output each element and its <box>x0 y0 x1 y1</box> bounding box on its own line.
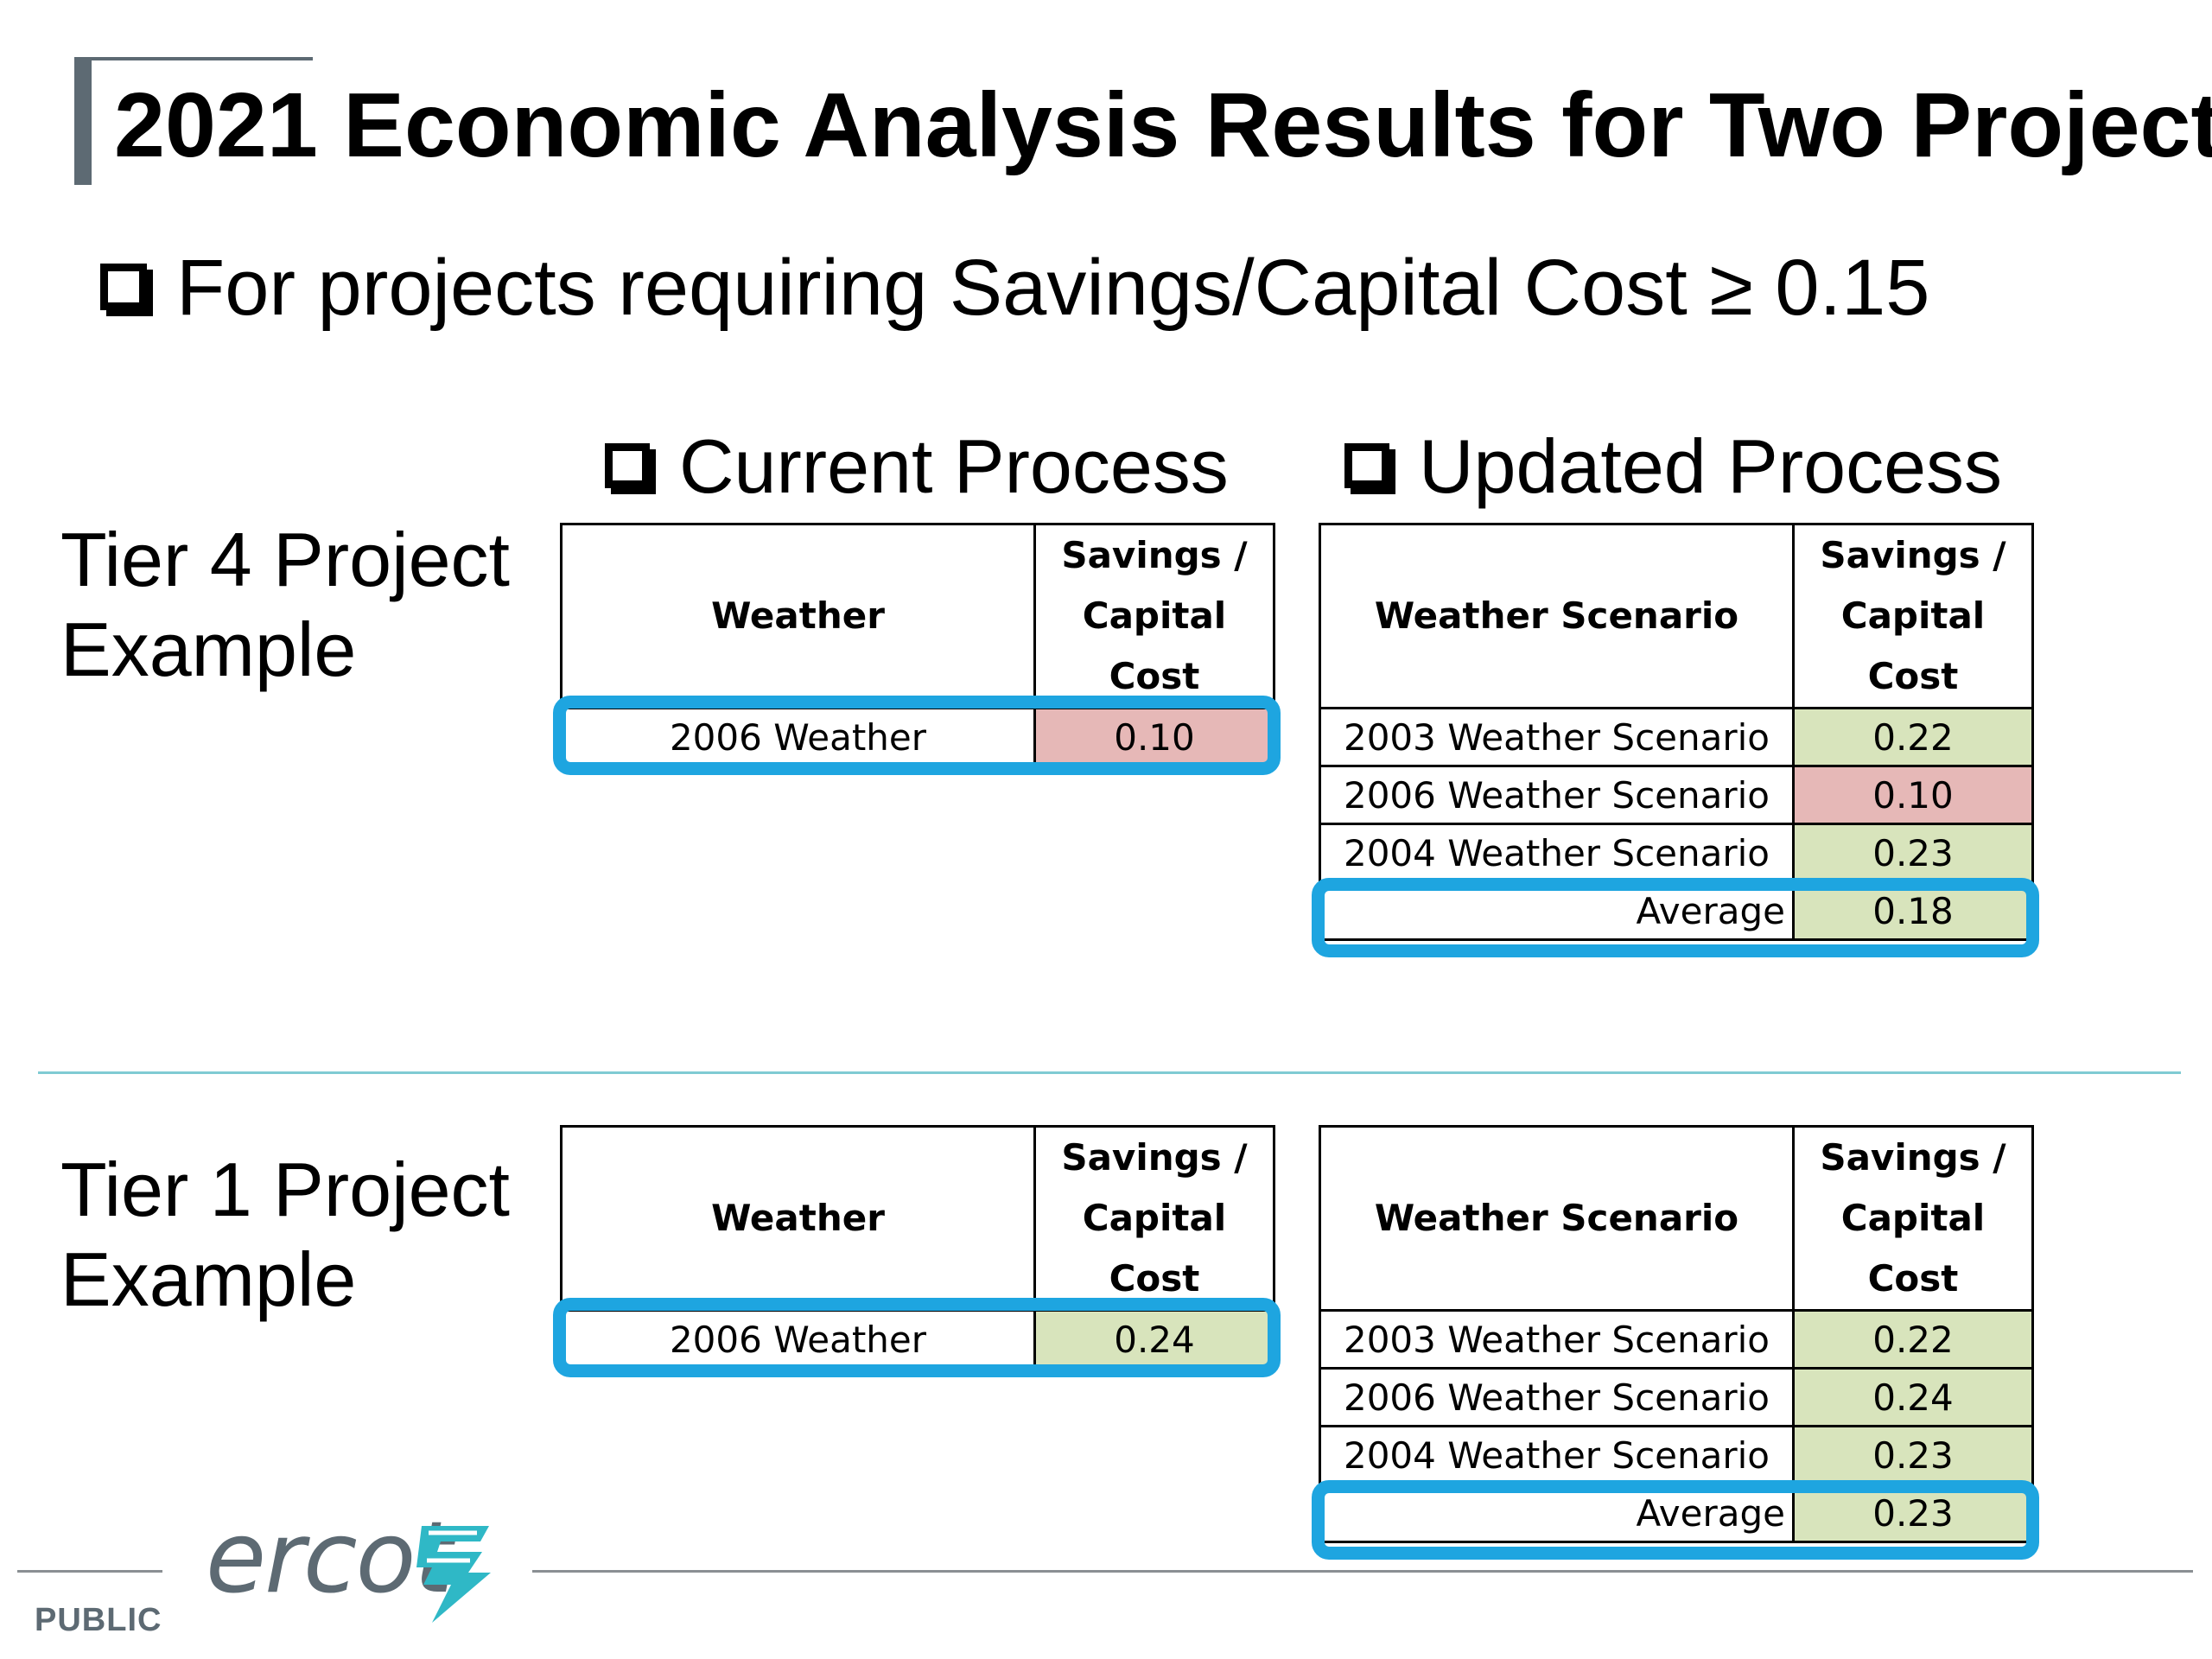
weather-scenario-header: Weather Scenario <box>1319 523 1795 709</box>
average-value: 0.18 <box>1792 880 2034 941</box>
average-value: 0.23 <box>1792 1483 2034 1543</box>
scenario-cell: 2003 Weather Scenario <box>1319 707 1795 767</box>
table-row: 2003 Weather Scenario 0.22 <box>1319 707 2034 767</box>
tier4-label: Tier 4 Project Example <box>60 515 510 695</box>
checkbox-bullet-icon <box>100 263 147 310</box>
value-cell-meets-threshold: 0.24 <box>1792 1367 2034 1427</box>
updated-process-label: Updated Process <box>1419 423 2003 509</box>
weather-cell: 2006 Weather <box>560 707 1036 767</box>
savings-capital-cost-header: Savings / Capital Cost <box>1033 523 1275 709</box>
savings-capital-cost-header: Savings / Capital Cost <box>1792 1125 2034 1312</box>
current-process-label: Current Process <box>679 423 1229 509</box>
tier1-current-table: Weather Savings / Capital Cost 2006 Weath… <box>560 1125 1275 1370</box>
average-label: Average <box>1319 1483 1795 1543</box>
average-row: Average 0.23 <box>1319 1483 2034 1543</box>
scenario-cell: 2006 Weather Scenario <box>1319 1367 1795 1427</box>
savings-capital-cost-header: Savings / Capital Cost <box>1792 523 2034 709</box>
value-cell-meets-threshold: 0.23 <box>1792 1425 2034 1485</box>
scenario-cell: 2003 Weather Scenario <box>1319 1309 1795 1370</box>
value-cell-below-threshold: 0.10 <box>1792 765 2034 825</box>
table-header-row: Weather Scenario Savings / Capital Cost <box>1319 1125 2034 1312</box>
weather-cell: 2006 Weather <box>560 1309 1036 1370</box>
footer-rule-right <box>532 1570 2193 1573</box>
classification-label: PUBLIC <box>35 1602 162 1638</box>
weather-scenario-header: Weather Scenario <box>1319 1125 1795 1312</box>
scenario-cell: 2004 Weather Scenario <box>1319 1425 1795 1485</box>
average-row: Average 0.18 <box>1319 880 2034 941</box>
value-cell-below-threshold: 0.10 <box>1033 707 1275 767</box>
table-header-row: Weather Scenario Savings / Capital Cost <box>1319 523 2034 709</box>
average-label: Average <box>1319 880 1795 941</box>
tier-label-line1: Tier 4 Project <box>60 517 511 602</box>
weather-header: Weather <box>560 1125 1036 1312</box>
criterion-bullet: For projects requiring Savings/Capital C… <box>100 240 1929 335</box>
table-row: 2006 Weather Scenario 0.24 <box>1319 1367 2034 1427</box>
table-row: 2003 Weather Scenario 0.22 <box>1319 1309 2034 1370</box>
tier4-updated-table: Weather Scenario Savings / Capital Cost 2… <box>1319 523 2034 941</box>
savings-capital-cost-header: Savings / Capital Cost <box>1033 1125 1275 1312</box>
checkbox-bullet-icon <box>1344 442 1389 488</box>
section-divider <box>38 1071 2181 1074</box>
value-cell-meets-threshold: 0.22 <box>1792 707 2034 767</box>
table-header-row: Weather Savings / Capital Cost <box>560 1125 1275 1312</box>
tier1-label: Tier 1 Project Example <box>60 1145 510 1325</box>
tier-label-line2: Example <box>60 1236 357 1322</box>
title-accent-bar <box>74 57 92 185</box>
weather-header: Weather <box>560 523 1036 709</box>
table-row: 2004 Weather Scenario 0.23 <box>1319 1425 2034 1485</box>
table-header-row: Weather Savings / Capital Cost <box>560 523 1275 709</box>
current-process-heading: Current Process <box>605 422 1229 512</box>
table-row: 2004 Weather Scenario 0.23 <box>1319 823 2034 883</box>
ercot-logo-text: ercot <box>206 1500 453 1615</box>
value-cell-meets-threshold: 0.22 <box>1792 1309 2034 1370</box>
tier1-updated-table: Weather Scenario Savings / Capital Cost 2… <box>1319 1125 2034 1543</box>
checkbox-bullet-icon <box>605 442 650 488</box>
tier-label-line1: Tier 1 Project <box>60 1147 511 1232</box>
scenario-cell: 2006 Weather Scenario <box>1319 765 1795 825</box>
scenario-cell: 2004 Weather Scenario <box>1319 823 1795 883</box>
title-accent-rule <box>74 57 313 60</box>
footer-rule-left <box>17 1570 162 1573</box>
table-row: 2006 Weather 0.10 <box>560 707 1275 767</box>
tier-label-line2: Example <box>60 607 357 692</box>
updated-process-heading: Updated Process <box>1344 422 2002 512</box>
page-title: 2021 Economic Analysis Results for Two P… <box>114 74 2212 176</box>
value-cell-meets-threshold: 0.24 <box>1033 1309 1275 1370</box>
criterion-text: For projects requiring Savings/Capital C… <box>176 244 1930 332</box>
value-cell-meets-threshold: 0.23 <box>1792 823 2034 883</box>
tier4-current-table: Weather Savings / Capital Cost 2006 Weath… <box>560 523 1275 767</box>
table-row: 2006 Weather 0.24 <box>560 1309 1275 1370</box>
table-row: 2006 Weather Scenario 0.10 <box>1319 765 2034 825</box>
ercot-bolt-icon <box>416 1526 491 1623</box>
